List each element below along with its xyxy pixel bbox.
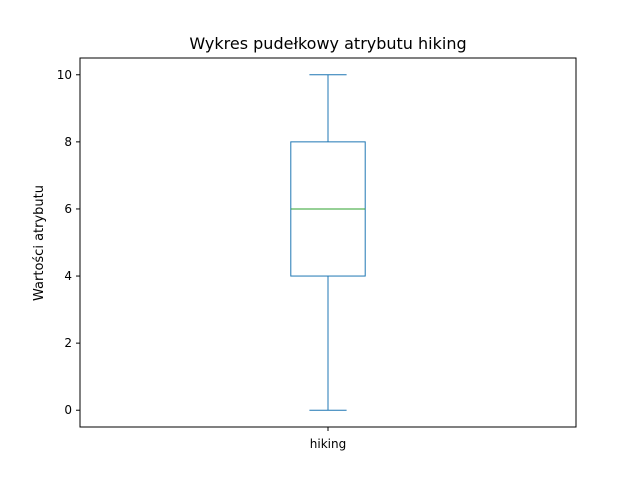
y-tick-label: 6 — [64, 202, 72, 216]
y-tick-label: 8 — [64, 135, 72, 149]
box-hiking — [290, 74, 366, 411]
y-tick-label: 10 — [57, 68, 72, 82]
y-tick-label: 0 — [64, 403, 72, 417]
box-series — [290, 74, 366, 411]
chart-title: Wykres pudełkowy atrybutu hiking — [189, 34, 466, 53]
y-axis-label: Wartości atrybutu — [32, 185, 47, 301]
y-tick-label: 2 — [64, 336, 72, 350]
x-axis-ticks: hiking — [310, 427, 346, 451]
y-axis-ticks: 0 2 4 6 8 10 — [57, 68, 80, 417]
y-tick-label: 4 — [64, 269, 72, 283]
x-tick-label: hiking — [310, 437, 346, 451]
